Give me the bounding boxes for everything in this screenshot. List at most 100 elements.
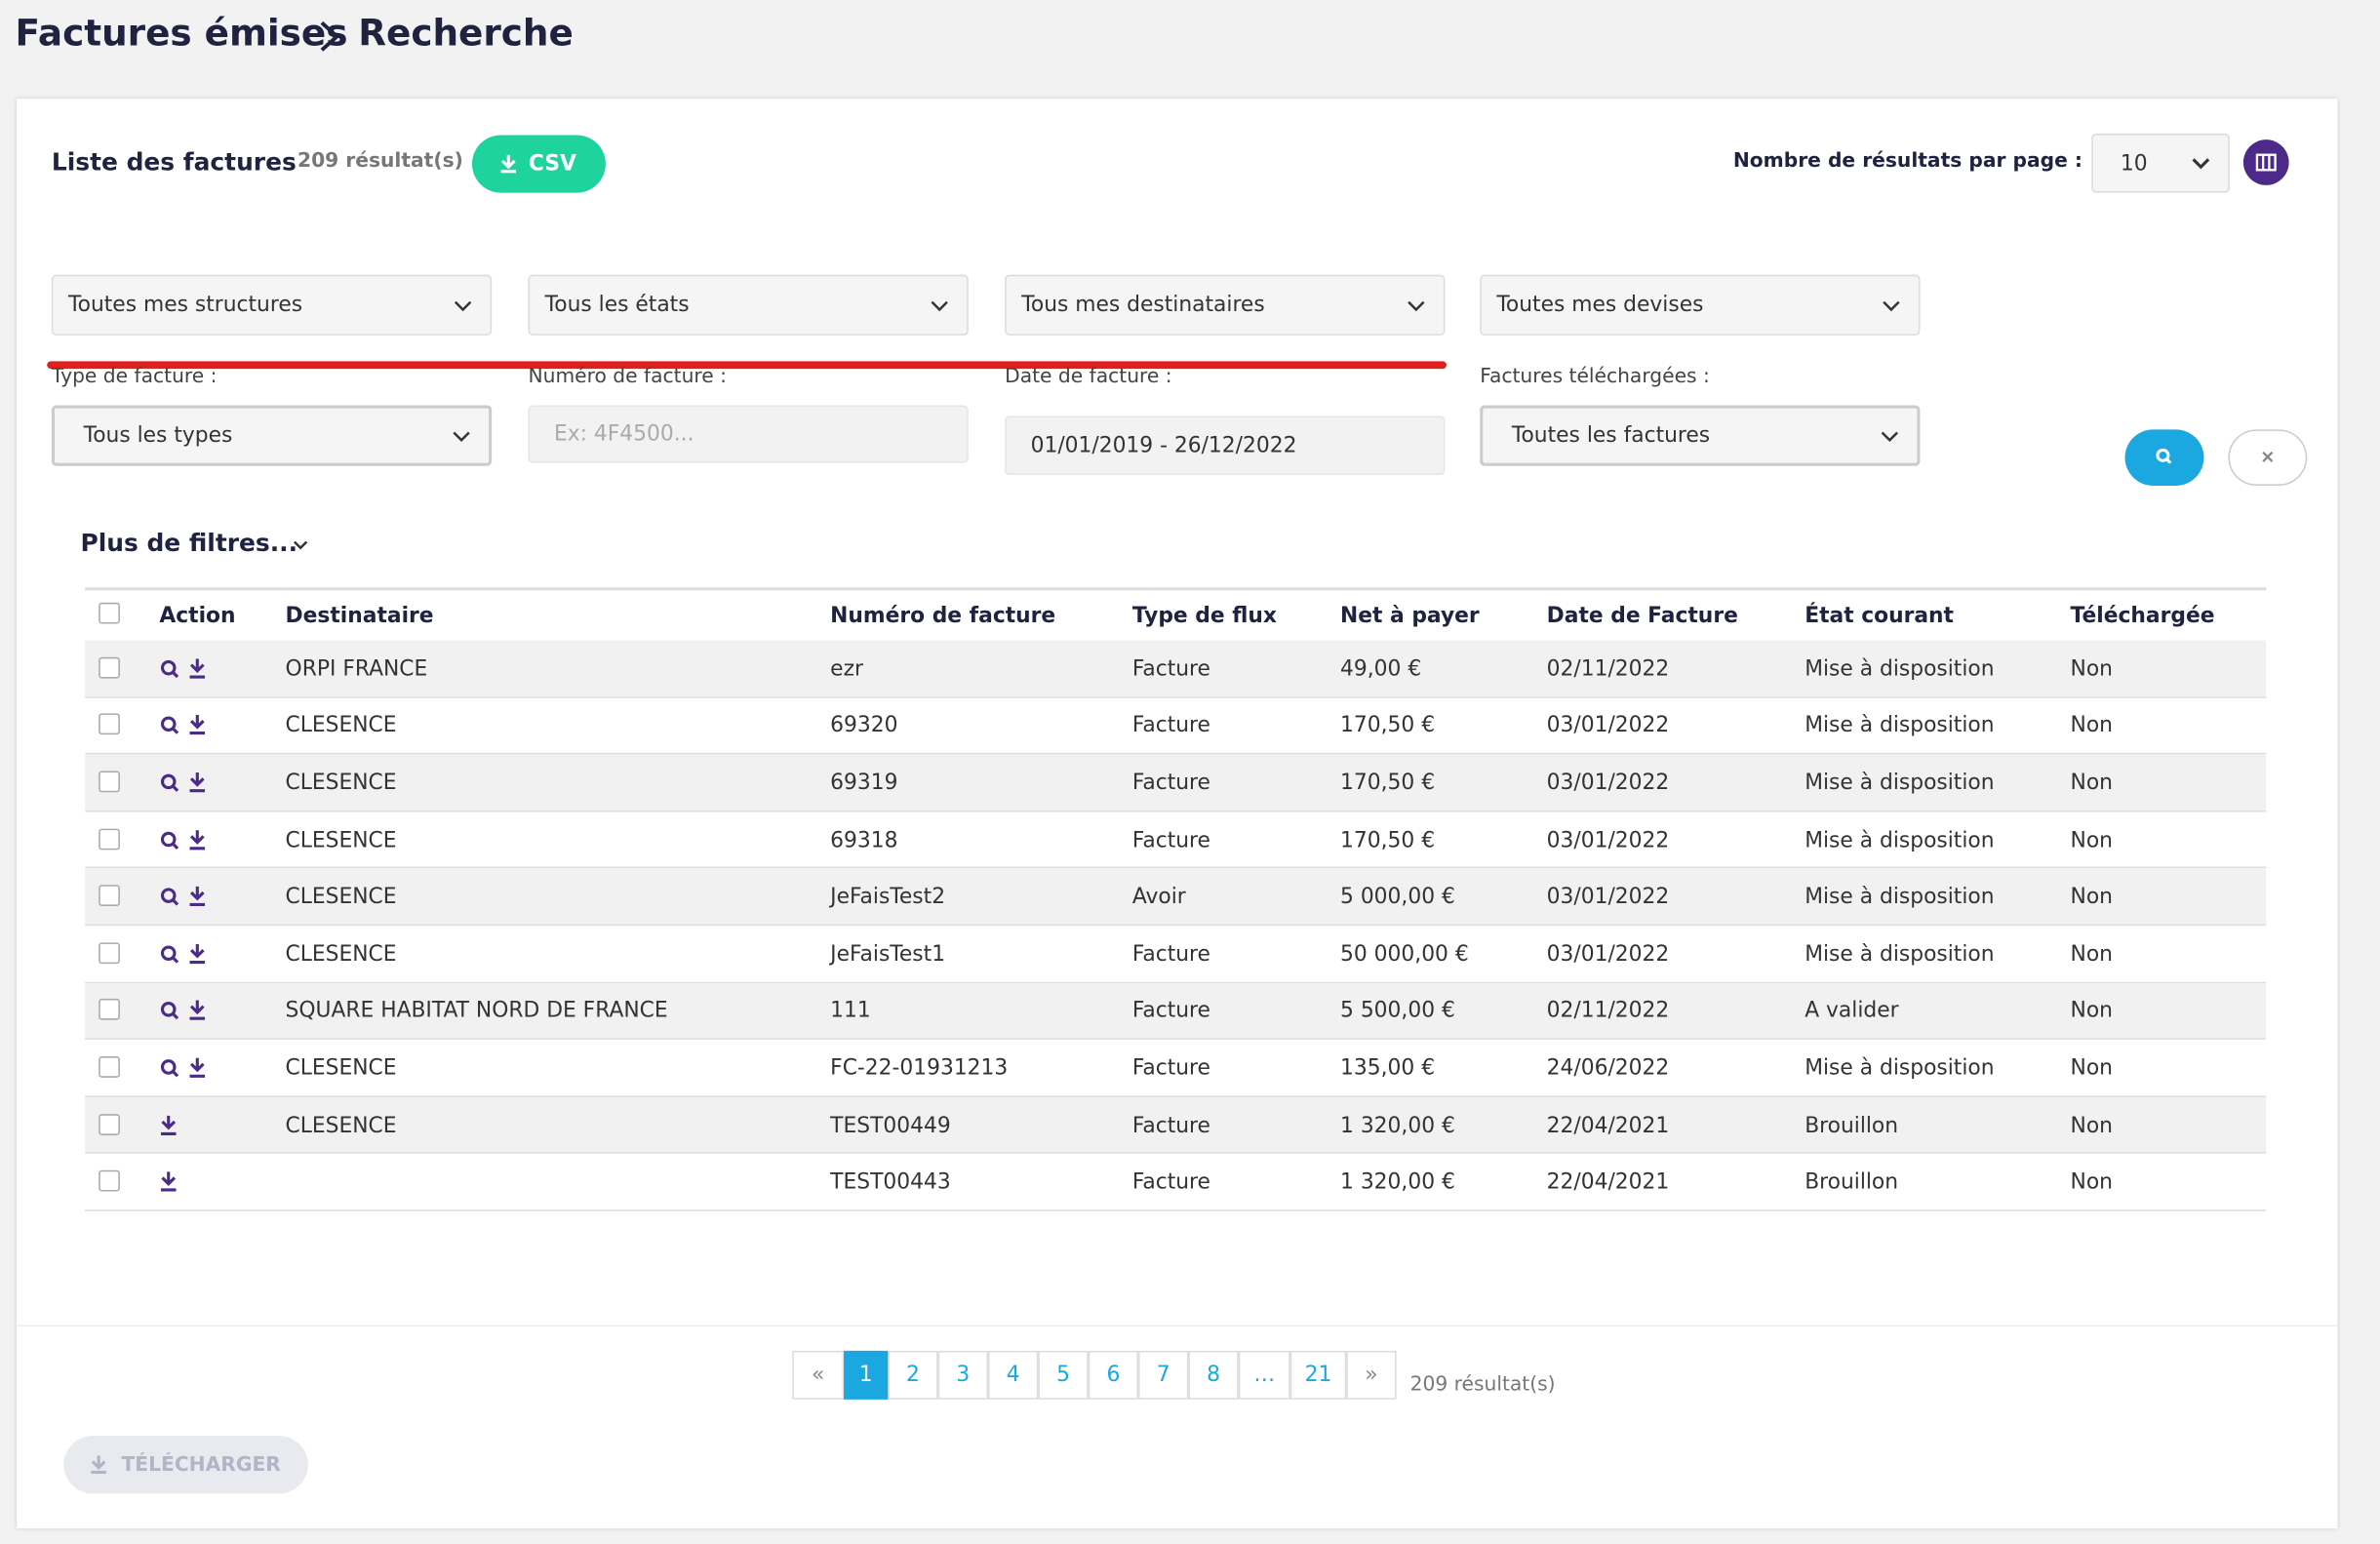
page-link[interactable]: 6 [1088,1350,1139,1400]
row-actions[interactable] [159,1001,214,1022]
row-actions[interactable] [159,887,214,908]
download-all-label: TÉLÉCHARGER [121,1452,281,1477]
chevron [294,540,308,550]
table-row[interactable] [85,754,2267,812]
checkbox[interactable] [99,885,120,907]
filter-select[interactable]: Tous les types [51,405,493,466]
search-icon [2156,448,2172,464]
filter-select[interactable]: Tous mes destinataires [1005,274,1446,336]
chevron [1408,300,1425,312]
table-cell: Facture [1131,999,1210,1024]
table-cell: 135,00 € [1340,1056,1436,1081]
close-icon [2262,451,2274,462]
row-actions[interactable] [159,829,214,851]
row-actions[interactable] [159,658,214,680]
page-link[interactable]: 3 [937,1350,989,1400]
page-link[interactable]: « [792,1350,845,1400]
table-row[interactable] [85,812,2267,869]
filter-label: Type de facture : [51,366,218,389]
row-actions[interactable] [159,1171,214,1194]
breadcrumb-root[interactable]: Factures émises [15,12,348,56]
table-row[interactable] [85,868,2267,927]
row-actions[interactable] [159,943,214,966]
column-header: Téléchargée [2070,603,2215,628]
row-actions[interactable] [159,715,214,737]
download-all-button[interactable]: TÉLÉCHARGER [63,1436,308,1494]
table-cell: 111 [830,999,871,1024]
table-row[interactable] [85,1096,2267,1155]
filter-select[interactable]: Toutes les factures [1480,405,1921,466]
page-link[interactable]: 21 [1289,1350,1347,1400]
table-cell: Facture [1131,656,1210,682]
row-actions[interactable] [159,1115,214,1136]
table-cell: Facture [1131,713,1210,738]
table-cell: 1 320,00 € [1340,1113,1455,1138]
per-page-select[interactable]: 10 [2091,133,2230,193]
table-cell: Facture [1131,1056,1210,1081]
column-header: État courant [1805,603,1954,628]
table-cell: 03/01/2022 [1546,885,1670,910]
table-cell: Facture [1131,1113,1210,1138]
page-link[interactable]: … [1238,1350,1290,1400]
checkbox[interactable] [99,1056,120,1078]
table-cell: 24/06/2022 [1546,1056,1670,1081]
filter-input[interactable]: 01/01/2019 - 26/12/2022 [1005,416,1446,476]
table-cell: 03/01/2022 [1546,942,1670,967]
table-cell: 5 500,00 € [1340,999,1455,1024]
reset-button[interactable] [2228,429,2308,486]
columns-button[interactable] [2242,139,2289,185]
filter-select[interactable]: Tous les états [528,274,969,336]
checkbox[interactable] [99,1170,120,1192]
table-cell: 50 000,00 € [1340,942,1469,967]
filter-select[interactable]: Toutes mes structures [51,274,493,336]
per-page-value: 10 [2120,150,2148,176]
row-actions[interactable] [159,1057,214,1080]
table-cell: Mise à disposition [1805,1056,1995,1081]
checkbox[interactable] [99,713,120,735]
table-cell: FC-22-01931213 [830,1056,1009,1081]
checkbox[interactable] [99,771,120,793]
checkbox[interactable] [99,1113,120,1135]
table-row[interactable] [85,640,2267,698]
page-link[interactable]: 5 [1038,1350,1089,1400]
table-row[interactable] [85,1154,2267,1211]
download-icon [91,1455,106,1474]
more-filters[interactable]: Plus de filtres... [80,528,298,558]
columns-icon [2255,153,2277,172]
page-link[interactable]: 8 [1188,1350,1239,1400]
filter-value: Tous les états [544,293,690,318]
table-cell: 49,00 € [1340,656,1422,682]
chevron [1883,300,1900,312]
filter-select[interactable]: Toutes mes devises [1480,274,1921,336]
table-row[interactable] [85,926,2267,983]
filter-input[interactable]: Ex: 4F4500... [528,405,969,463]
checkbox[interactable] [99,999,120,1021]
table-cell: Non [2070,1113,2113,1138]
row-actions[interactable] [159,772,214,794]
page-link[interactable]: 4 [988,1350,1039,1400]
table-cell: ORPI FRANCE [285,656,428,682]
table-cell: CLESENCE [285,1056,397,1081]
checkbox[interactable] [99,942,120,964]
checkbox[interactable] [99,602,120,624]
search-button[interactable] [2124,429,2204,486]
download-icon [500,154,517,174]
checkbox[interactable] [99,827,120,850]
page-link[interactable]: » [1346,1350,1397,1400]
page-link[interactable]: 2 [888,1350,938,1400]
table-row[interactable] [85,982,2267,1041]
table-cell: Facture [1131,1170,1210,1195]
page-link[interactable]: 7 [1138,1350,1189,1400]
column-header: Action [159,603,236,628]
table-cell: 170,50 € [1340,713,1436,738]
csv-button[interactable]: CSV [471,135,606,193]
checkbox[interactable] [99,656,120,679]
result-count: 209 résultat(s) [297,150,463,174]
table-row[interactable] [85,1040,2267,1097]
filter-value: Toutes mes devises [1496,293,1704,318]
table-row[interactable] [85,697,2267,755]
table-cell: Facture [1131,827,1210,852]
page-link[interactable]: 1 [844,1350,889,1400]
table-cell: CLESENCE [285,942,397,967]
